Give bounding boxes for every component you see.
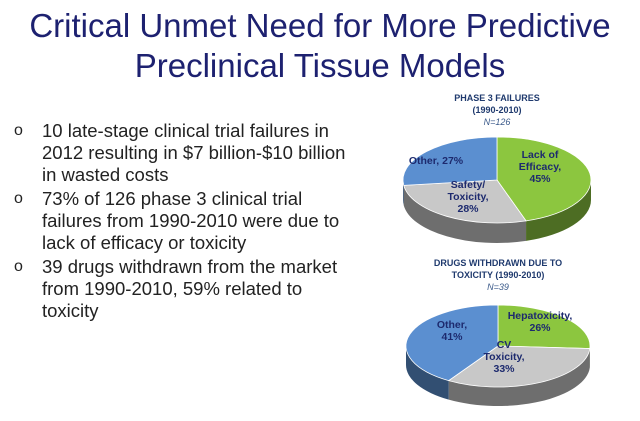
pie-slice-safety-toxicity (403, 179, 527, 224)
slide-title: Critical Unmet Need for More Predictive … (0, 6, 640, 86)
title-line-2: Preclinical Tissue Models (134, 47, 506, 84)
pie-side-other (403, 180, 404, 206)
bullet-text: 10 late-stage clinical trial failures in… (42, 120, 346, 185)
pie-chart-2: DRUGS WITHDRAWN DUE TO TOXICITY (1990-201… (405, 258, 591, 406)
bullet-marker: o (14, 258, 23, 275)
slice-label: CV Toxicity, 33% (483, 339, 524, 375)
pie-slice-hepatoxicity (497, 304, 591, 349)
title-line-1: Critical Unmet Need for More Predictive (29, 7, 611, 44)
chart-n-label: N=39 (487, 282, 509, 292)
pie-chart-1: PHASE 3 FAILURES (1990-2010) N=126 Lack of E… (402, 93, 592, 243)
slice-label: Other, 27% (409, 155, 464, 167)
pie-side-other (406, 346, 449, 400)
bullet-text: 39 drugs withdrawn from the market from … (42, 256, 338, 321)
slice-label: Safety/Toxicity, 28% (447, 179, 488, 215)
chart-n-label: N=126 (484, 117, 511, 127)
slice-label: Hepatoxicity, 26% (508, 310, 573, 334)
chart-title: DRUGS WITHDRAWN DUE TO (434, 258, 562, 268)
pie-side-lack-of-efficacy (526, 180, 591, 241)
pie-slice-other (402, 136, 498, 186)
chart-title: PHASE 3 FAILURES (454, 93, 540, 103)
bullet-marker: o (14, 122, 23, 139)
slice-label: Other, 41% (437, 319, 467, 343)
bullet-item: o 39 drugs withdrawn from the market from… (12, 256, 352, 322)
bullet-item: o 73% of 126 phase 3 clinical trial failu… (12, 188, 352, 254)
pie-side-safety-toxicity (403, 185, 527, 243)
pie-slice-lack-of-efficacy (496, 136, 592, 222)
pie-slice-other (405, 304, 499, 382)
bullet-list: o 10 late-stage clinical trial failures i… (12, 120, 352, 324)
bullet-text: 73% of 126 phase 3 clinical trial failur… (42, 188, 340, 253)
bullet-marker: o (14, 190, 23, 207)
chart-subtitle: TOXICITY (1990-2010) (452, 270, 545, 280)
slice-label: Lack of Efficacy, 45% (519, 149, 561, 185)
bullet-item: o 10 late-stage clinical trial failures i… (12, 120, 352, 186)
pie-side-cv-toxicity (448, 348, 590, 406)
chart-subtitle: (1990-2010) (472, 105, 521, 115)
